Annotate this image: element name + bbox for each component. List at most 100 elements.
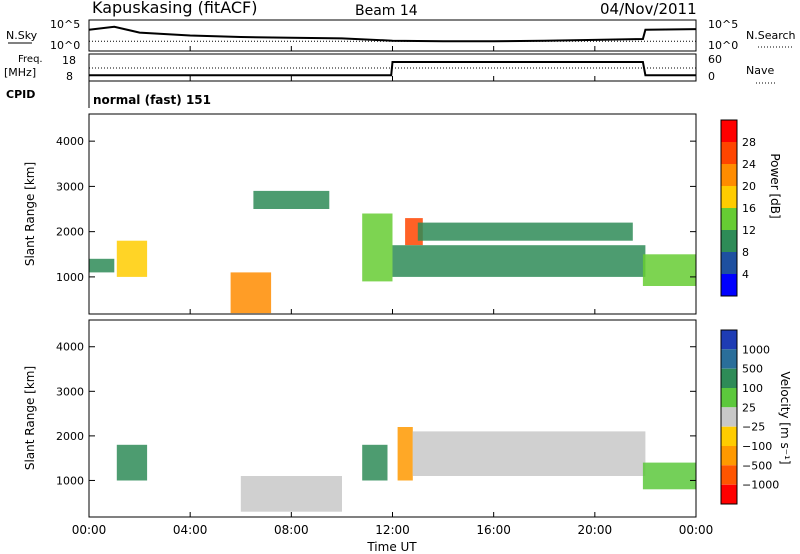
power-ytick-label-2: 3000 [56, 180, 84, 193]
power-region-4 [362, 213, 393, 282]
velocity-scatter-regions [116, 427, 696, 512]
power-colorbar-tick-1: 8 [742, 246, 749, 259]
xtick-label-4: 16:00 [476, 523, 511, 537]
power-y-ticks: 1000 2000 3000 4000 [56, 135, 696, 284]
velocity-colorbar-tick-2: 100 [742, 382, 763, 395]
velocity-colorbar-cell-5 [721, 426, 737, 446]
velocity-ytick-label-1: 2000 [56, 430, 84, 443]
velocity-colorbar-cell-3 [721, 388, 737, 408]
power-colorbar-cell-7 [721, 120, 737, 142]
xtick-label-2: 08:00 [274, 523, 309, 537]
sky-right-tick-bottom: 10^0 [708, 39, 738, 52]
velocity-region-0 [116, 444, 148, 481]
power-colorbar-cell-1 [721, 252, 737, 274]
sky-left-tick-top: 10^5 [50, 18, 80, 31]
power-colorbar: 4 8 12 16 20 24 28 [720, 119, 756, 297]
velocity-colorbar-cell-4 [721, 407, 737, 427]
sky-left-tick-bottom: 10^0 [50, 39, 80, 52]
date-label: 04/Nov/2011 [600, 0, 697, 18]
power-colorbar-cell-5 [721, 164, 737, 186]
velocity-colorbar-cell-6 [721, 446, 737, 466]
station-title: Kapuskasing (fitACF) [92, 0, 257, 17]
power-panel: 1000 2000 3000 4000 Slant Range [km] 4 8 12 16… [23, 113, 782, 315]
velocity-colorbar-tick-5: −100 [742, 440, 772, 453]
power-region-2 [230, 272, 272, 314]
cpid-label: CPID [6, 88, 35, 101]
sky-right-tick-top: 10^5 [708, 18, 738, 31]
power-region-8 [642, 254, 696, 286]
nave-label: Nave [746, 64, 774, 77]
power-region-0 [89, 258, 115, 273]
power-colorbar-cell-3 [721, 208, 737, 230]
velocity-region-5 [642, 462, 696, 490]
velocity-colorbar-tick-3: 25 [742, 401, 756, 414]
velocity-colorbar-tick-6: −500 [742, 459, 772, 472]
xtick-label-0: 00:00 [72, 523, 107, 537]
sky-series-line [88, 25, 697, 43]
velocity-colorbar-cell-7 [721, 465, 737, 485]
freq-series-line [89, 61, 696, 77]
beam-label: Beam 14 [355, 3, 418, 19]
freq-right-tick-top: 60 [708, 53, 722, 66]
xtick-label-5: 20:00 [578, 523, 613, 537]
velocity-region-4 [412, 431, 646, 476]
velocity-ytick-label-2: 3000 [56, 385, 84, 398]
xtick-label-3: 12:00 [375, 523, 410, 537]
power-region-1 [116, 240, 148, 277]
sky-right-label: N.Search [746, 29, 796, 42]
freq-left-tick-top: 18 [62, 54, 76, 67]
freq-panel: Freq. [MHz] 18 8 60 0 Nave [4, 53, 776, 84]
power-colorbar-tick-0: 4 [742, 268, 749, 281]
velocity-colorbar-cell-2 [721, 368, 737, 388]
freq-label-line2: [MHz] [4, 66, 36, 79]
freq-label-line1: Freq. [18, 54, 43, 65]
power-colorbar-tick-3: 16 [742, 202, 756, 215]
velocity-colorbar-cell-1 [721, 349, 737, 369]
power-scatter-regions [89, 190, 696, 314]
freq-left-tick-bottom: 8 [66, 70, 73, 83]
power-colorbar-cell-2 [721, 230, 737, 252]
time-axis-ticks: 00:00 04:00 08:00 12:00 16:00 20:00 00:00 [72, 46, 714, 537]
power-ytick-label-0: 1000 [56, 271, 84, 284]
power-region-3 [253, 190, 330, 209]
velocity-panel: 1000 2000 3000 4000 Slant Range [km] 1000 50… [23, 319, 792, 518]
velocity-y-axis-label: Slant Range [km] [23, 366, 37, 470]
sky-left-label: N.Sky [6, 29, 38, 42]
velocity-colorbar-cell-0 [721, 330, 737, 350]
power-colorbar-tick-5: 24 [742, 158, 756, 171]
velocity-region-2 [362, 444, 388, 481]
power-colorbar-label: Power [dB] [768, 153, 782, 218]
velocity-colorbar-tick-7: −1000 [742, 479, 779, 492]
velocity-colorbar-tick-0: 1000 [742, 343, 770, 356]
power-ytick-label-3: 4000 [56, 135, 84, 148]
power-y-axis-label: Slant Range [km] [23, 162, 37, 266]
sky-panel: N.Sky 10^5 10^0 10^5 10^0 N.Search [6, 18, 796, 52]
power-colorbar-cell-4 [721, 186, 737, 208]
velocity-colorbar: 1000 500 100 25 −25 −100 −500 −1000 [720, 329, 779, 505]
power-ytick-label-1: 2000 [56, 226, 84, 239]
cpid-value: normal (fast) 151 [93, 93, 211, 107]
power-region-7 [417, 222, 633, 241]
power-colorbar-cell-0 [721, 274, 737, 296]
power-colorbar-tick-2: 12 [742, 224, 756, 237]
velocity-colorbar-tick-4: −25 [742, 421, 765, 434]
velocity-y-ticks: 1000 2000 3000 4000 [56, 341, 696, 487]
power-colorbar-tick-6: 28 [742, 136, 756, 149]
power-colorbar-tick-4: 20 [742, 180, 756, 193]
time-axis-label: Time UT [366, 540, 417, 554]
velocity-ytick-label-0: 1000 [56, 474, 84, 487]
xtick-label-6: 00:00 [679, 523, 714, 537]
power-colorbar-cell-6 [721, 142, 737, 164]
xtick-label-1: 04:00 [173, 523, 208, 537]
power-colorbar-frame [720, 119, 738, 297]
velocity-colorbar-label: Velocity [m s⁻¹] [778, 371, 792, 464]
velocity-region-1 [240, 476, 342, 512]
velocity-colorbar-tick-1: 500 [742, 363, 763, 376]
velocity-colorbar-frame [720, 329, 738, 505]
velocity-region-3 [397, 427, 413, 481]
velocity-panel-background [89, 320, 696, 517]
power-region-6 [392, 245, 646, 277]
velocity-colorbar-cell-8 [721, 484, 737, 504]
freq-right-tick-bottom: 0 [708, 70, 715, 83]
